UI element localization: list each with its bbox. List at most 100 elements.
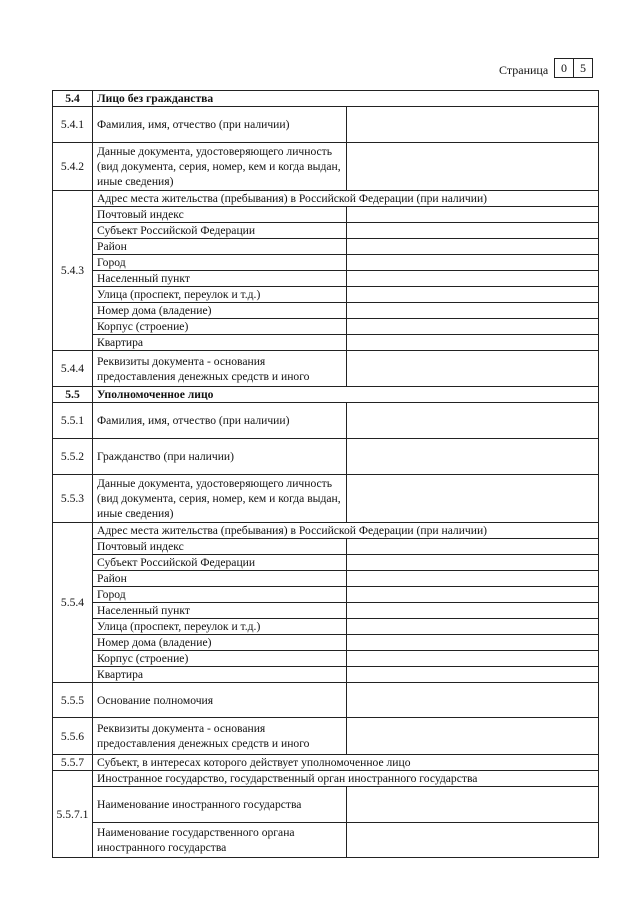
field-number: 5.4.3 <box>52 190 93 351</box>
table-row: Населенный пункт <box>53 602 600 619</box>
field-number: 5.5.2 <box>52 438 93 475</box>
table-row: Город <box>53 586 600 603</box>
table-row: Город <box>53 254 600 271</box>
table-row: 5.5.5 Основание полномочия <box>52 682 600 718</box>
field-label: Район <box>92 238 347 255</box>
section-number: 5.4 <box>52 90 93 107</box>
table-row: Наименование иностранного государства <box>53 786 600 823</box>
field-value-input[interactable] <box>345 334 600 351</box>
page-digit-box: 5 <box>573 58 593 78</box>
field-number: 5.4.1 <box>52 106 93 143</box>
table-row: 5.4.4 Реквизиты документа - основания пре… <box>52 350 600 387</box>
table-row: Почтовый индекс <box>53 206 600 223</box>
field-number: 5.5.4 <box>52 522 93 683</box>
field-number: 5.5.7.1 <box>52 770 93 858</box>
field-value-input[interactable] <box>345 206 600 223</box>
field-value-input[interactable] <box>345 570 600 587</box>
field-label: Реквизиты документа - основания предоста… <box>92 350 347 387</box>
page-digit-box: 0 <box>554 58 574 78</box>
field-label: Реквизиты документа - основания предоста… <box>92 717 347 755</box>
field-value-input[interactable] <box>345 438 600 475</box>
field-number: 5.5.1 <box>52 402 93 439</box>
table-row: Номер дома (владение) <box>53 634 600 651</box>
field-label: Наименование иностранного государства <box>92 786 347 823</box>
field-label: Основание полномочия <box>92 682 347 718</box>
table-row: Наименование государственного органа ино… <box>53 821 600 858</box>
table-row: 5.5.7 Субъект, в интересах которого дейст… <box>52 754 600 771</box>
table-row: Населенный пункт <box>53 270 600 287</box>
field-value-input[interactable] <box>345 821 600 858</box>
table-row: Почтовый индекс <box>53 538 600 555</box>
field-value-input[interactable] <box>345 618 600 635</box>
field-value-input[interactable] <box>345 286 600 303</box>
field-label: Гражданство (при наличии) <box>92 438 347 475</box>
field-value-input[interactable] <box>345 786 600 823</box>
field-value-input[interactable] <box>345 302 600 319</box>
field-value-input[interactable] <box>345 538 600 555</box>
table-row: 5.4.2 Данные документа, удостоверяющего л… <box>52 142 600 191</box>
field-value-input[interactable] <box>345 554 600 571</box>
field-label: Корпус (строение) <box>92 650 347 667</box>
field-label: Почтовый индекс <box>92 538 347 555</box>
table-row: Квартира <box>53 666 600 683</box>
field-number: 5.5.7 <box>52 754 93 771</box>
table-row: Субъект Российской Федерации <box>53 222 600 239</box>
table-row: Улица (проспект, переулок и т.д.) <box>53 618 600 635</box>
field-label: Населенный пункт <box>92 602 347 619</box>
section-title: Уполномоченное лицо <box>91 386 600 403</box>
field-label: Наименование государственного органа ино… <box>92 821 347 858</box>
field-label: Субъект Российской Федерации <box>92 222 347 239</box>
field-label: Корпус (строение) <box>92 318 347 335</box>
field-value-input[interactable] <box>345 238 600 255</box>
field-value-input[interactable] <box>345 634 600 651</box>
group-header: Адрес места жительства (пребывания) в Ро… <box>91 522 600 539</box>
field-label: Улица (проспект, переулок и т.д.) <box>92 286 347 303</box>
field-value-input[interactable] <box>345 650 600 667</box>
field-value-input[interactable] <box>345 350 600 387</box>
field-label: Номер дома (владение) <box>92 302 347 319</box>
field-label: Субъект Российской Федерации <box>92 554 347 571</box>
field-number: 5.4.4 <box>52 350 93 387</box>
field-value-input[interactable] <box>345 666 600 683</box>
table-row: Корпус (строение) <box>53 318 600 335</box>
form-table: 5.4 Лицо без гражданства 5.4.1 Фамилия, имя… <box>52 90 600 858</box>
field-label: Почтовый индекс <box>92 206 347 223</box>
table-row: 5.5.2 Гражданство (при наличии) <box>52 438 600 475</box>
field-label: Квартира <box>92 666 347 683</box>
field-value-input[interactable] <box>345 106 600 143</box>
table-row: Район <box>53 238 600 255</box>
table-row: Квартира <box>53 334 600 351</box>
field-label: Фамилия, имя, отчество (при наличии) <box>92 402 347 439</box>
field-label: Населенный пункт <box>92 270 347 287</box>
table-row: 5.5.3 Данные документа, удостоверяющего л… <box>52 474 600 523</box>
field-value-input[interactable] <box>345 602 600 619</box>
field-value-input[interactable] <box>345 682 600 718</box>
field-number: 5.5.3 <box>52 474 93 523</box>
field-value-input[interactable] <box>345 717 600 755</box>
field-value-input[interactable] <box>345 254 600 271</box>
section-number: 5.5 <box>52 386 93 403</box>
table-row: Улица (проспект, переулок и т.д.) <box>53 286 600 303</box>
field-label: Данные документа, удостоверяющего личнос… <box>92 474 347 523</box>
table-row: Номер дома (владение) <box>53 302 600 319</box>
field-label: Фамилия, имя, отчество (при наличии) <box>92 106 347 143</box>
field-value-input[interactable] <box>345 318 600 335</box>
field-value-input[interactable] <box>345 222 600 239</box>
table-row: Корпус (строение) <box>53 650 600 667</box>
field-label: Район <box>92 570 347 587</box>
field-value-input[interactable] <box>345 142 600 191</box>
table-row: 5.4 Лицо без гражданства <box>52 90 600 107</box>
field-number: 5.4.2 <box>52 142 93 191</box>
field-value-input[interactable] <box>345 270 600 287</box>
field-value-input[interactable] <box>345 402 600 439</box>
field-label: Город <box>92 586 347 603</box>
table-row: 5.5 Уполномоченное лицо <box>52 386 600 403</box>
table-row: 5.4.1 Фамилия, имя, отчество (при наличии… <box>52 106 600 143</box>
table-row: Субъект Российской Федерации <box>53 554 600 571</box>
field-value-input[interactable] <box>345 474 600 523</box>
field-label: Субъект, в интересах которого действует … <box>91 754 600 771</box>
group-header: Иностранное государство, государственный… <box>91 770 600 787</box>
table-row: 5.4.3 Адрес места жительства (пребывания)… <box>52 190 600 351</box>
section-title: Лицо без гражданства <box>91 90 600 107</box>
field-value-input[interactable] <box>345 586 600 603</box>
